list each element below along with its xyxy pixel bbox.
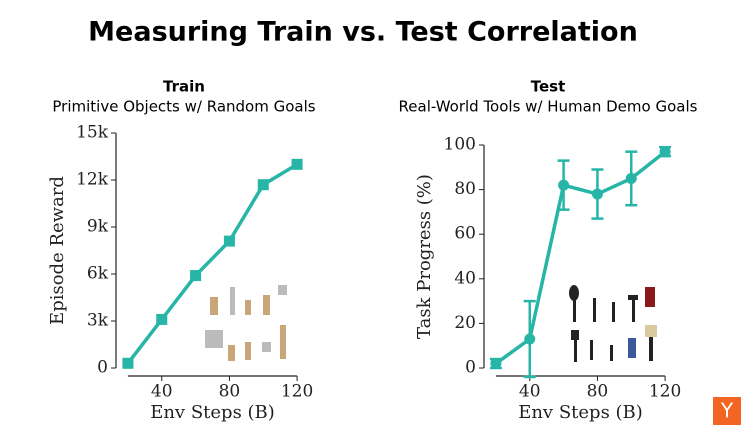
marker	[490, 358, 502, 370]
line	[126, 162, 298, 365]
y-tick-label: 40	[454, 268, 476, 288]
x-tick-label: 40	[151, 382, 173, 402]
logo: Y	[720, 399, 734, 423]
marker	[591, 188, 603, 200]
object-images	[205, 285, 287, 361]
slide-title: Measuring Train vs. Test Correlation	[88, 17, 638, 48]
marker	[524, 333, 536, 345]
chart-subtitle: Primitive Objects w/ Random Goals	[52, 98, 315, 116]
x-tick-label: 80	[587, 382, 609, 402]
marker	[625, 172, 637, 184]
y-tick-label: 0	[465, 358, 476, 378]
marker	[659, 146, 671, 158]
y-tick-label: 3k	[87, 311, 109, 331]
logo-box	[713, 397, 741, 425]
x-tick-label: 120	[281, 382, 313, 402]
marker	[156, 313, 168, 325]
x-tick-label: 120	[649, 382, 681, 402]
y-tick-label: 100	[444, 135, 476, 155]
marker	[257, 179, 269, 191]
y-tick-label: 15k	[76, 123, 109, 143]
marker	[122, 357, 134, 369]
chart-subtitle: Real-World Tools w/ Human Demo Goals	[399, 98, 698, 116]
chart-title: Test	[531, 78, 566, 96]
y-tick-label: 0	[97, 358, 108, 378]
tool-images	[569, 285, 657, 362]
y-tick-label: 20	[454, 313, 476, 333]
marker	[190, 270, 202, 282]
x-tick-label: 40	[519, 382, 541, 402]
x-axis-label: Env Steps (B)	[518, 402, 643, 423]
x-tick-label: 80	[219, 382, 241, 402]
y-axis-label: Task Progress (%)	[414, 174, 435, 339]
y-tick-label: 80	[454, 179, 476, 199]
y-tick-label: 6k	[87, 264, 109, 284]
y-axis-label: Episode Reward	[47, 176, 68, 325]
x-axis-label: Env Steps (B)	[150, 402, 275, 423]
y-tick-label: 9k	[87, 217, 109, 237]
marker	[558, 179, 570, 191]
y-tick-label: 60	[454, 224, 476, 244]
y-tick-label: 12k	[76, 170, 109, 190]
line	[494, 150, 667, 365]
chart-title: Train	[163, 78, 205, 96]
marker	[223, 235, 235, 247]
marker	[291, 158, 303, 170]
